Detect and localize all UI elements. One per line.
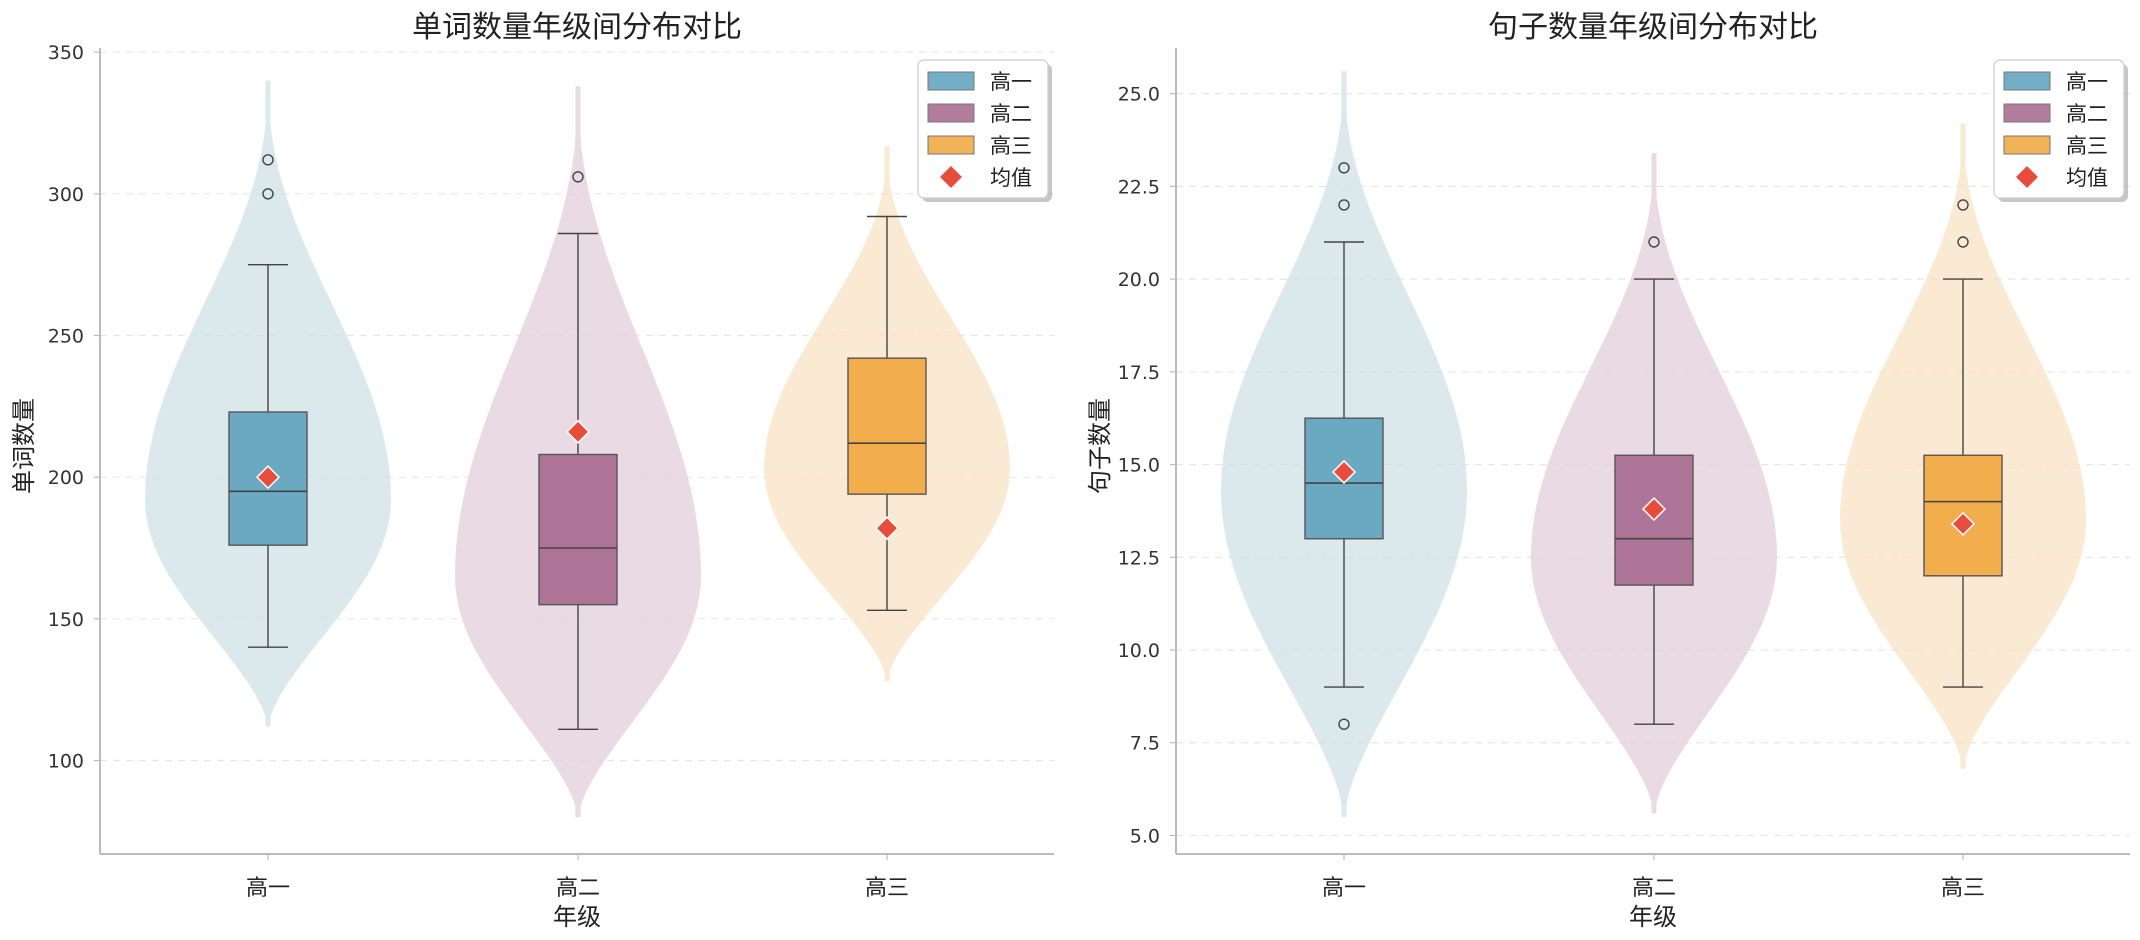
- group-3: 高三: [1840, 123, 2086, 901]
- y-axis-label: 单词数量: [10, 398, 38, 494]
- group-2: 高二: [455, 86, 701, 901]
- y-tick-label: 20.0: [1118, 269, 1160, 291]
- group-1: 高一: [145, 80, 391, 901]
- legend-label-mean: 均值: [2066, 166, 2108, 190]
- legend-mean-marker: [2013, 163, 2041, 191]
- outlier-point: [1957, 199, 1969, 211]
- outlier-point: [1338, 199, 1350, 211]
- y-tick-label: 200: [48, 467, 84, 489]
- chart-title: 单词数量年级间分布对比: [412, 10, 742, 45]
- y-tick-label: 350: [48, 42, 84, 64]
- legend-label: 高二: [990, 102, 1032, 126]
- mean-marker: [565, 419, 591, 444]
- legend-swatch: [2003, 103, 2051, 123]
- box: [847, 357, 927, 495]
- x-tick-label: 高三: [1941, 876, 1985, 901]
- x-tick-label: 高一: [1322, 876, 1366, 901]
- y-axis-label: 句子数量: [1086, 398, 1114, 494]
- outlier-point: [1648, 236, 1660, 248]
- y-tick-label: 5.0: [1130, 825, 1160, 847]
- legend-label: 高二: [2066, 102, 2108, 126]
- legend-label: 高三: [2066, 134, 2108, 158]
- group-2: 高二: [1531, 153, 1777, 901]
- legend-label: 高一: [990, 70, 1032, 94]
- legend-box: [917, 59, 1049, 199]
- x-tick-label: 高二: [1632, 876, 1676, 901]
- legend-swatch: [927, 103, 975, 123]
- outlier-point: [572, 171, 584, 183]
- legend-box: [1993, 59, 2125, 199]
- legend-swatch: [2003, 135, 2051, 155]
- y-tick-label: 12.5: [1118, 547, 1160, 569]
- x-tick-label: 高一: [246, 876, 290, 901]
- legend-label-mean: 均值: [990, 166, 1032, 190]
- mean-marker: [1331, 459, 1357, 485]
- box: [538, 453, 618, 606]
- outlier-point: [1338, 718, 1350, 730]
- outlier-point: [1338, 162, 1350, 174]
- mean-marker: [874, 516, 900, 541]
- mean-marker: [1641, 496, 1667, 522]
- mean-marker: [1950, 511, 1976, 536]
- legend-swatch: [927, 71, 975, 91]
- group-3: 高三: [764, 145, 1010, 901]
- y-tick-label: 7.5: [1130, 733, 1160, 755]
- y-tick-label: 10.0: [1118, 640, 1160, 662]
- y-tick-label: 15.0: [1118, 455, 1160, 477]
- x-tick-label: 高二: [556, 876, 600, 901]
- legend-label: 高一: [2066, 70, 2108, 94]
- legend-swatch: [927, 135, 975, 155]
- legend-mean-marker: [937, 163, 965, 191]
- outlier-point: [262, 188, 274, 200]
- x-axis-label: 年级: [553, 903, 601, 931]
- x-axis-label: 年级: [1629, 903, 1677, 931]
- y-tick-label: 150: [48, 609, 84, 631]
- chart-title: 句子数量年级间分布对比: [1488, 10, 1818, 45]
- y-tick-label: 300: [48, 184, 84, 206]
- y-tick-label: 100: [48, 751, 84, 773]
- mean-marker: [255, 465, 281, 490]
- legend-label: 高三: [990, 134, 1032, 158]
- outlier-point: [262, 154, 274, 166]
- y-tick-label: 22.5: [1118, 176, 1160, 198]
- y-tick-label: 250: [48, 326, 84, 348]
- chart-panel-1: 单词数量年级间分布对比100150200250300350年级单词数量高一 高二高…: [10, 10, 1054, 931]
- x-tick-label: 高三: [865, 876, 909, 901]
- y-tick-label: 17.5: [1118, 362, 1160, 384]
- y-tick-label: 25.0: [1118, 84, 1160, 106]
- outlier-point: [1957, 236, 1969, 248]
- chart-panel-2: 句子数量年级间分布对比 5.0 7.5 10.0 12.5 15.0 17.5 20.0 22.…: [1086, 10, 2130, 931]
- legend-swatch: [2003, 71, 2051, 91]
- group-1: 高一: [1221, 71, 1467, 901]
